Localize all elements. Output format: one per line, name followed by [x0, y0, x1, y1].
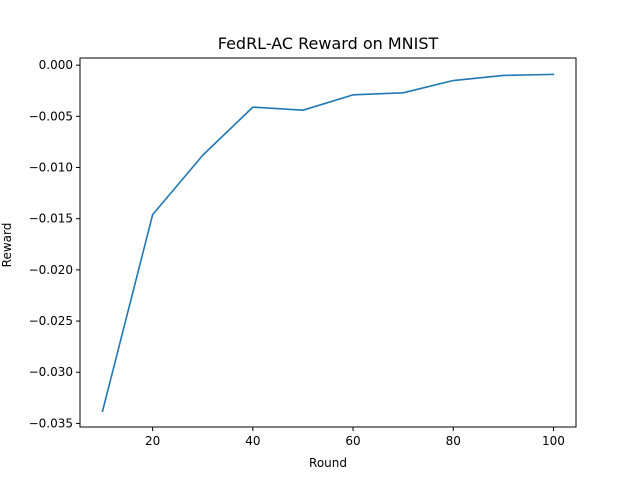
plot-area — [101, 73, 555, 413]
data-point — [352, 94, 354, 96]
data-point — [102, 410, 104, 412]
data-point — [553, 74, 555, 76]
data-point — [402, 92, 404, 94]
data-point — [252, 106, 254, 108]
data-point — [202, 154, 204, 156]
y-axis: 0.000 −0.005 −0.010 −0.015 −0.020 −0.025 −0.03… — [29, 58, 80, 430]
x-tick-label: 100 — [542, 434, 565, 448]
y-tick-label: −0.025 — [29, 314, 73, 328]
y-tick-label: 0.000 — [39, 58, 73, 72]
data-point — [503, 75, 505, 77]
y-tick-label: −0.035 — [29, 416, 73, 430]
chart-title: FedRL-AC Reward on MNIST — [218, 34, 439, 53]
series-line — [101, 73, 555, 413]
y-tick-label: −0.030 — [29, 365, 73, 379]
y-tick-label: −0.010 — [29, 161, 73, 175]
x-axis-label: Round — [309, 456, 347, 470]
plot-frame — [79, 57, 577, 428]
x-tick-label: 60 — [345, 434, 360, 448]
data-point — [302, 109, 304, 111]
y-tick-label: −0.020 — [29, 263, 73, 277]
y-tick-label: −0.015 — [29, 212, 73, 226]
x-tick-label: 20 — [145, 434, 160, 448]
y-tick-label: −0.005 — [29, 109, 73, 123]
x-tick-label: 40 — [245, 434, 260, 448]
x-tick-label: 80 — [446, 434, 461, 448]
x-axis: 20 40 60 80 100 — [145, 427, 565, 448]
data-point — [152, 214, 154, 216]
y-axis-label: Reward — [0, 223, 14, 268]
data-point — [452, 80, 454, 82]
